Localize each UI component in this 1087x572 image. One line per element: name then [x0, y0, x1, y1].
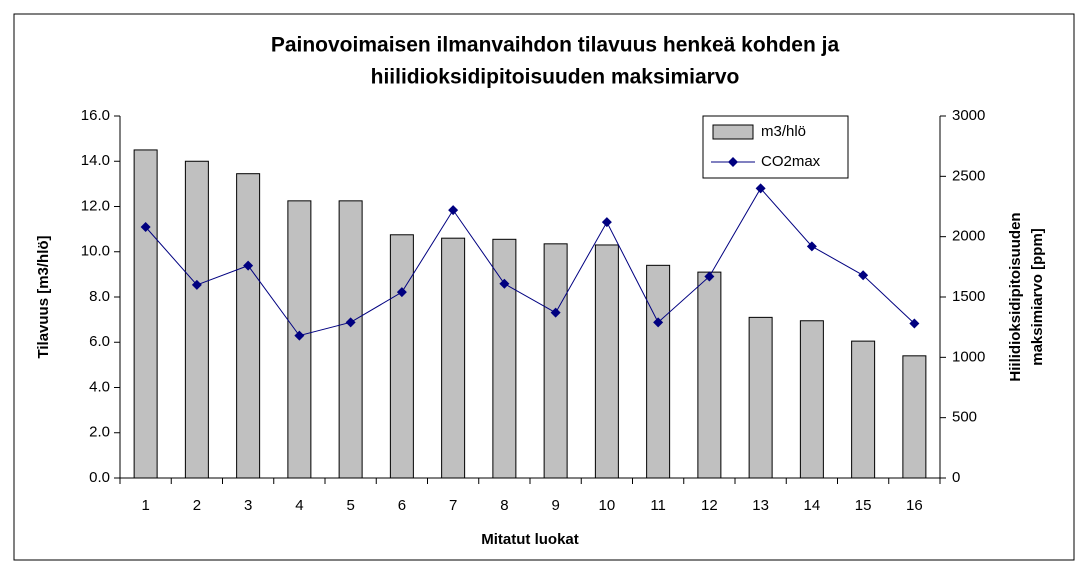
x-axis-label: Mitatut luokat	[481, 531, 579, 548]
bar	[338, 200, 363, 479]
y2-tick-label: 2500	[952, 167, 985, 184]
line-marker	[909, 318, 920, 329]
bar	[184, 160, 209, 479]
chart-title: Painovoimaisen ilmanvaihdon tilavuus hen…	[271, 34, 840, 57]
line-marker	[243, 260, 254, 271]
x-tick-label: 12	[701, 497, 718, 514]
y-tick-label: 16.0	[81, 107, 110, 124]
y2-tick-label: 3000	[952, 107, 985, 124]
x-tick-label: 8	[500, 497, 508, 514]
legend-swatch	[712, 124, 754, 140]
x-tick-label: 13	[752, 497, 769, 514]
bar	[646, 264, 671, 479]
y2-axis-label: maksimiarvo [ppm]	[1029, 228, 1046, 366]
x-tick-label: 10	[599, 497, 616, 514]
bar	[902, 355, 927, 479]
y2-tick-label: 1000	[952, 348, 985, 365]
bar	[133, 149, 158, 479]
x-tick-label: 2	[193, 497, 201, 514]
line-marker	[653, 317, 664, 328]
x-tick-label: 1	[141, 497, 149, 514]
line	[145, 187, 915, 337]
x-tick-label: 14	[804, 497, 821, 514]
x-tick-label: 11	[650, 497, 666, 514]
bar	[389, 234, 414, 479]
line-marker	[601, 217, 612, 228]
y-tick-label: 4.0	[89, 378, 110, 395]
line-marker	[345, 317, 356, 328]
x-tick-label: 7	[449, 497, 457, 514]
y-tick-label: 0.0	[89, 469, 110, 486]
y-tick-label: 10.0	[81, 243, 110, 260]
legend-swatch	[728, 157, 738, 167]
x-tick-label: 4	[295, 497, 303, 514]
legend-label: m3/hlö	[761, 123, 806, 140]
x-tick-label: 9	[551, 497, 559, 514]
y-tick-label: 14.0	[81, 152, 110, 169]
line-marker	[396, 287, 407, 298]
bar	[236, 173, 261, 479]
line-marker	[704, 271, 715, 282]
bar	[492, 238, 517, 479]
bar	[441, 237, 466, 479]
bar	[697, 271, 722, 479]
y-tick-label: 12.0	[81, 197, 110, 214]
line-marker	[806, 241, 817, 252]
x-tick-label: 15	[855, 497, 872, 514]
bar	[543, 243, 568, 479]
x-tick-label: 5	[346, 497, 354, 514]
line-marker	[140, 222, 151, 233]
y2-tick-label: 500	[952, 409, 977, 426]
y2-tick-label: 0	[952, 469, 960, 486]
chart-title: hiilidioksidipitoisuuden maksimiarvo	[371, 66, 740, 89]
bar	[748, 316, 773, 479]
line-marker	[294, 330, 305, 341]
line-marker	[191, 279, 202, 290]
line-marker	[499, 278, 510, 289]
y2-tick-label: 1500	[952, 288, 985, 305]
bar	[799, 320, 824, 479]
line-marker	[755, 183, 766, 194]
y-axis-label: Tilavuus [m3/hlö]	[35, 235, 52, 358]
line-marker	[858, 270, 869, 281]
bar	[851, 340, 876, 479]
x-tick-label: 16	[906, 497, 923, 514]
y-tick-label: 8.0	[89, 288, 110, 305]
x-tick-label: 6	[398, 497, 406, 514]
y-tick-label: 6.0	[89, 333, 110, 350]
bar	[594, 244, 619, 479]
y2-axis-label: Hiilidioksidipitoisuuden	[1007, 212, 1024, 381]
line-marker	[550, 307, 561, 318]
line-marker	[448, 205, 459, 216]
legend-label: CO2max	[761, 153, 821, 170]
y-tick-label: 2.0	[89, 424, 110, 441]
x-tick-label: 3	[244, 497, 252, 514]
y2-tick-label: 2000	[952, 228, 985, 245]
